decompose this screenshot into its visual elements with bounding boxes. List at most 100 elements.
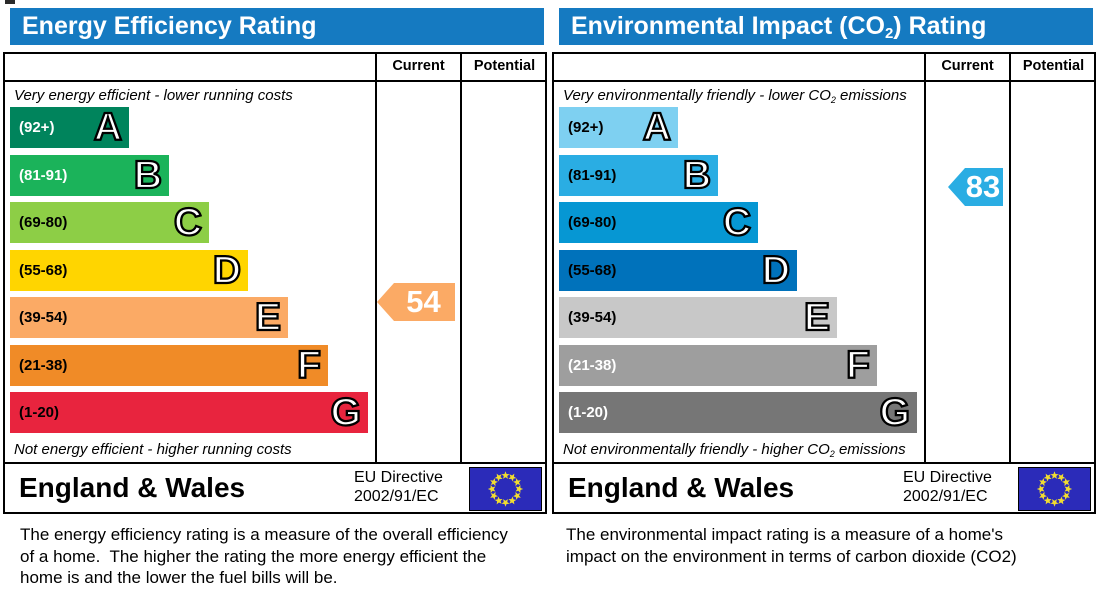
eu-star-icon — [1050, 499, 1059, 507]
band-letter: B — [133, 153, 163, 197]
band-range-label: (39-54) — [568, 309, 617, 326]
band-range-label: (55-68) — [19, 261, 68, 279]
band-letter: A — [93, 106, 123, 149]
top-caption: Very energy efficient - lower running co… — [14, 87, 293, 104]
band-bar-b: (81-91) B — [559, 153, 718, 197]
band-bar-c: (69-80) C — [10, 201, 209, 244]
caption-subscript: 2 — [829, 448, 835, 459]
current-column-divider — [375, 52, 377, 462]
eu-flag-icon — [1018, 467, 1091, 511]
band-bar-d: (55-68) D — [559, 248, 797, 292]
band-letter: D — [212, 248, 242, 292]
band-range-label: (1-20) — [568, 404, 609, 421]
bottom-caption: Not environmentally friendly - higher CO… — [563, 441, 906, 459]
band-list: (92+) A (81-91) B (69-80) C (55-68) D (39-54) E (2… — [10, 106, 372, 440]
band-range-label: (21-38) — [19, 356, 68, 374]
caption-subscript: 2 — [830, 94, 836, 105]
band-letter: E — [254, 296, 282, 339]
band-range-label: (69-80) — [19, 214, 68, 231]
current-column-divider — [924, 52, 926, 462]
region-label: England & Wales — [19, 472, 246, 503]
bottom-caption: Not energy efficient - higher running co… — [14, 441, 292, 458]
current-rating-value: 83 — [965, 169, 1001, 204]
eu-star-icon — [1043, 496, 1052, 505]
eu-star-icon — [490, 478, 498, 487]
eu-star-icon — [501, 499, 510, 507]
band-range-label: (55-68) — [568, 261, 617, 279]
eu-star-icon — [508, 473, 517, 482]
caption-text: Not energy efficient - higher running co… — [14, 441, 292, 458]
band-range-label: (39-54) — [19, 309, 68, 326]
band-row-d: (55-68) D — [559, 248, 921, 292]
band-bar-f: (21-38) F — [10, 343, 328, 387]
band-bar-e: (39-54) E — [10, 296, 288, 339]
chart-description: The energy efficiency rating is a measur… — [20, 525, 513, 587]
eu-star-icon — [1039, 491, 1047, 500]
eu-flag-icon — [469, 467, 542, 511]
band-list: (92+) A (81-91) B (69-80) C (55-68) D (39-54) E (2… — [559, 106, 921, 440]
band-bar-a: (92+) A — [559, 106, 678, 149]
caption-suffix: emissions — [835, 87, 907, 104]
band-row-a: (92+) A — [10, 106, 372, 149]
band-range-label: (81-91) — [19, 166, 68, 184]
current-rating-value: 54 — [406, 284, 441, 319]
eu-star-icon — [1036, 485, 1045, 493]
band-row-e: (39-54) E — [10, 296, 372, 339]
eu-star-icon — [1057, 473, 1066, 482]
eu-directive-line2: 2002/91/EC — [354, 488, 439, 505]
caption-text: Very environmentally friendly - lower CO — [563, 87, 831, 104]
band-row-g: (1-20) G — [559, 391, 921, 434]
band-range-label: (21-38) — [568, 356, 617, 374]
energy-efficiency-title: Energy Efficiency Rating — [10, 8, 544, 45]
eu-star-icon — [494, 496, 503, 505]
eu-star-icon — [494, 473, 503, 482]
band-letter: F — [296, 343, 322, 387]
potential-column-divider — [460, 52, 462, 462]
environmental-impact-panel: Environmental Impact (CO2) Rating Curren… — [549, 0, 1098, 613]
eu-star-icon — [1043, 473, 1052, 482]
eu-star-icon — [1062, 478, 1070, 487]
band-letter: B — [682, 153, 712, 197]
band-row-e: (39-54) E — [559, 296, 921, 339]
eu-star-icon — [487, 485, 496, 493]
title-text: Environmental Impact (CO — [571, 12, 885, 40]
band-range-label: (92+) — [19, 119, 55, 136]
eu-star-icon — [1039, 478, 1047, 487]
top-caption: Very environmentally friendly - lower CO… — [563, 87, 907, 105]
band-letter: C — [173, 201, 203, 244]
eu-star-icon — [1057, 496, 1066, 505]
band-bar-b: (81-91) B — [10, 153, 169, 197]
band-range-label: (1-20) — [19, 404, 60, 421]
band-letter: F — [845, 343, 871, 387]
eu-directive-line1: EU Directive — [903, 469, 992, 486]
footer: England & Wales EU Directive 2002/91/EC — [3, 462, 547, 514]
band-range-label: (69-80) — [568, 214, 617, 231]
band-row-b: (81-91) B — [559, 153, 921, 197]
eu-star-icon — [513, 491, 521, 500]
eu-directive-line2: 2002/91/EC — [903, 488, 988, 505]
caption-suffix: emissions — [834, 441, 906, 458]
eu-star-icon — [1062, 491, 1070, 500]
potential-column-divider — [1009, 52, 1011, 462]
eu-star-icon — [515, 485, 524, 493]
header-underline — [3, 80, 547, 82]
current-rating-arrow: 54 — [377, 283, 455, 321]
energy-efficiency-panel: Energy Efficiency Rating Current Potenti… — [3, 0, 547, 587]
band-letter: D — [761, 248, 791, 292]
column-header-current: Current — [941, 58, 994, 74]
chart-description: The environmental impact rating is a mea… — [566, 525, 1017, 566]
eu-directive-label: EU Directive 2002/91/EC — [903, 468, 992, 506]
region-label: England & Wales — [568, 472, 795, 503]
band-letter: G — [329, 391, 362, 434]
eu-star-icon — [501, 471, 510, 479]
band-row-f: (21-38) F — [559, 343, 921, 387]
band-row-c: (69-80) C — [10, 201, 372, 244]
header-underline — [552, 80, 1096, 82]
band-row-a: (92+) A — [559, 106, 921, 149]
eu-star-icon — [513, 478, 521, 487]
band-range-label: (92+) — [568, 119, 604, 136]
band-row-f: (21-38) F — [10, 343, 372, 387]
band-bar-c: (69-80) C — [559, 201, 758, 244]
band-range-label: (81-91) — [568, 166, 617, 184]
environmental-impact-title: Environmental Impact (CO2) Rating — [559, 8, 1093, 45]
